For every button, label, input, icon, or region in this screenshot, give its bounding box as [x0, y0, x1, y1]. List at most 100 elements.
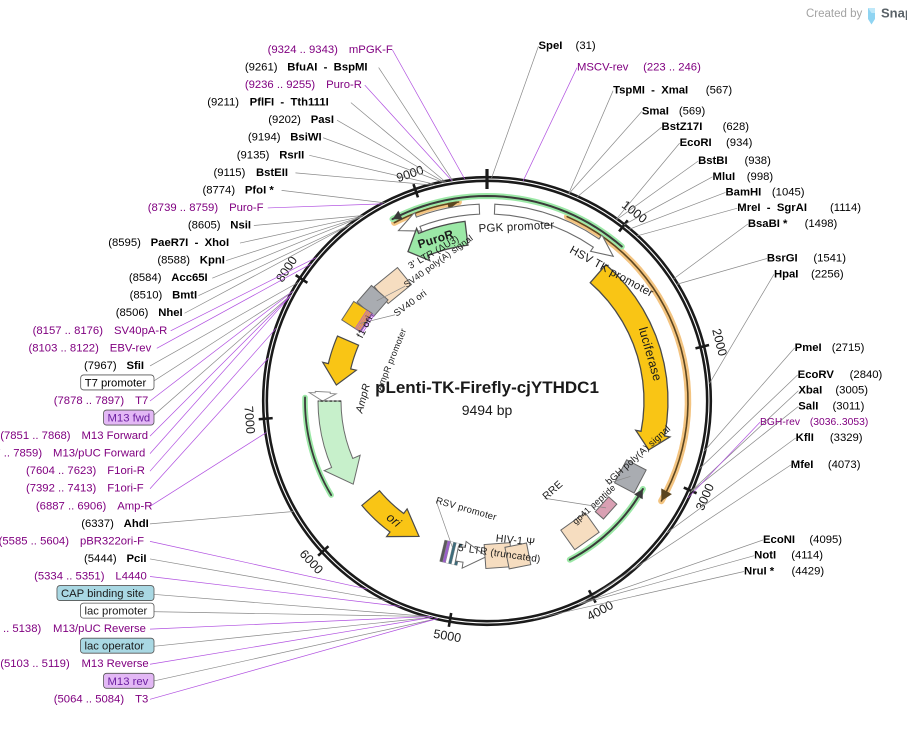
svg-text:Amp-R: Amp-R — [117, 500, 152, 512]
svg-text:Created by: Created by — [806, 8, 863, 20]
svg-text:mPGK-F: mPGK-F — [349, 44, 393, 56]
svg-text:NotI: NotI — [754, 550, 776, 562]
svg-text:(1541): (1541) — [804, 252, 846, 264]
svg-text:NheI: NheI — [158, 307, 182, 319]
svg-text:(8506): (8506) — [116, 307, 155, 319]
svg-text:(8103 .. 8122): (8103 .. 8122) — [28, 342, 105, 354]
svg-text:(7604 .. 7623): (7604 .. 7623) — [26, 465, 103, 477]
svg-text:PaeR7I - XhoI: PaeR7I - XhoI — [151, 237, 229, 249]
svg-text:MfeI: MfeI — [791, 459, 814, 471]
svg-text:PGK promoter: PGK promoter — [478, 220, 554, 236]
svg-text:RSV promoter: RSV promoter — [435, 495, 498, 523]
svg-text:(9202): (9202) — [268, 114, 307, 126]
svg-text:F1ori-F: F1ori-F — [107, 483, 143, 495]
svg-text:BamHI: BamHI — [726, 186, 762, 198]
svg-text:5000: 5000 — [432, 627, 462, 645]
svg-text:9494 bp: 9494 bp — [462, 402, 513, 418]
svg-text:(8774): (8774) — [202, 184, 241, 196]
svg-text:(9115): (9115) — [214, 167, 252, 179]
svg-text:(4429): (4429) — [782, 565, 824, 577]
svg-text:BfuAI - BspMI: BfuAI - BspMI — [287, 62, 367, 74]
svg-text:BGH-rev: BGH-rev — [760, 417, 801, 428]
svg-text:AhdI: AhdI — [124, 518, 149, 530]
svg-text:(934): (934) — [717, 137, 753, 149]
svg-text:M13/pUC Forward: M13/pUC Forward — [53, 448, 145, 460]
svg-text:M13/pUC Reverse: M13/pUC Reverse — [53, 623, 146, 635]
svg-text:(5334 .. 5351): (5334 .. 5351) — [34, 570, 111, 582]
svg-text:T7 promoter: T7 promoter — [85, 377, 147, 389]
svg-text:(7967): (7967) — [84, 360, 123, 372]
svg-text:(628): (628) — [713, 121, 749, 133]
svg-text:(8595): (8595) — [108, 237, 147, 249]
svg-text:(9194): (9194) — [248, 132, 287, 144]
svg-text:M13 Forward: M13 Forward — [82, 430, 149, 442]
svg-text:(5116 .. 5138): (5116 .. 5138) — [0, 623, 48, 635]
svg-text:SnapGene: SnapGene — [881, 6, 907, 21]
svg-text:F1ori-R: F1ori-R — [107, 465, 145, 477]
svg-text:(5103 .. 5119): (5103 .. 5119) — [0, 658, 76, 670]
svg-text:PciI: PciI — [126, 553, 146, 565]
svg-text:(7837 .. 7859): (7837 .. 7859) — [0, 448, 48, 460]
svg-text:(1045): (1045) — [763, 186, 805, 198]
svg-text:(6337): (6337) — [81, 518, 120, 530]
svg-text:AmpR: AmpR — [353, 382, 373, 415]
svg-text:PflFI - Tth111I: PflFI - Tth111I — [250, 97, 329, 109]
svg-text:PasI: PasI — [311, 114, 334, 126]
svg-text:T3: T3 — [135, 693, 148, 705]
svg-text:(223 .. 246): (223 .. 246) — [634, 62, 701, 74]
svg-text:(9261): (9261) — [245, 62, 284, 74]
svg-text:(569): (569) — [669, 105, 705, 117]
svg-text:SV40pA-R: SV40pA-R — [114, 325, 167, 337]
svg-text:(8157 .. 8176): (8157 .. 8176) — [33, 325, 110, 337]
svg-text:(9324 .. 9343): (9324 .. 9343) — [268, 44, 345, 56]
svg-text:MreI - SgrAI: MreI - SgrAI — [737, 202, 807, 214]
svg-text:(7851 .. 7868): (7851 .. 7868) — [0, 430, 77, 442]
svg-text:SfiI: SfiI — [126, 360, 144, 372]
svg-text:TspMI - XmaI: TspMI - XmaI — [613, 85, 688, 97]
svg-text:EcoRV: EcoRV — [798, 369, 835, 381]
svg-text:(4114): (4114) — [782, 550, 823, 562]
svg-text:(998): (998) — [737, 171, 773, 183]
svg-text:(3011): (3011) — [823, 400, 864, 412]
svg-text:(8739 .. 8759): (8739 .. 8759) — [148, 202, 225, 214]
svg-text:(8588): (8588) — [157, 255, 196, 267]
svg-text:(4095): (4095) — [800, 534, 842, 546]
svg-text:XbaI: XbaI — [798, 385, 822, 397]
svg-text:EBV-rev: EBV-rev — [110, 342, 152, 354]
svg-text:SmaI: SmaI — [642, 105, 669, 117]
svg-text:(5444): (5444) — [84, 553, 123, 565]
svg-text:BsaBI *: BsaBI * — [748, 218, 788, 230]
svg-text:(2256): (2256) — [802, 268, 844, 280]
svg-text:(6887 .. 6906): (6887 .. 6906) — [36, 500, 113, 512]
svg-text:MluI: MluI — [713, 171, 736, 183]
svg-text:RsrII: RsrII — [279, 149, 304, 161]
svg-text:KflI: KflI — [796, 432, 814, 444]
svg-text:HpaI: HpaI — [774, 268, 798, 280]
svg-text:BstZ17I: BstZ17I — [662, 121, 703, 133]
svg-text:7000: 7000 — [241, 406, 257, 435]
svg-text:PmeI: PmeI — [795, 342, 822, 354]
svg-text:(5585 .. 5604): (5585 .. 5604) — [0, 535, 75, 547]
svg-text:EcoNI: EcoNI — [763, 534, 795, 546]
svg-text:M13 fwd: M13 fwd — [108, 413, 151, 425]
svg-text:(3329): (3329) — [821, 432, 863, 444]
svg-text:BstBI: BstBI — [698, 155, 728, 167]
svg-text:EcoRI: EcoRI — [680, 137, 712, 149]
svg-text:BsrGI: BsrGI — [767, 252, 798, 264]
svg-text:BmtI: BmtI — [172, 290, 197, 302]
svg-text:(3036..3053): (3036..3053) — [804, 417, 868, 428]
svg-text:SalI: SalI — [798, 400, 818, 412]
svg-text:Puro-R: Puro-R — [326, 79, 362, 91]
svg-text:(1498): (1498) — [795, 218, 837, 230]
svg-text:(2840): (2840) — [840, 369, 882, 381]
svg-text:(938): (938) — [735, 155, 771, 167]
svg-text:(4073): (4073) — [818, 459, 860, 471]
svg-text:(31): (31) — [566, 40, 596, 52]
svg-text:Acc65I: Acc65I — [171, 272, 207, 284]
svg-text:pBR322ori-F: pBR322ori-F — [80, 535, 144, 547]
svg-text:(9135): (9135) — [237, 149, 276, 161]
svg-text:(8584): (8584) — [129, 272, 168, 284]
svg-text:L4440: L4440 — [115, 570, 146, 582]
svg-text:(7878 .. 7897): (7878 .. 7897) — [54, 395, 131, 407]
svg-text:CAP binding site: CAP binding site — [61, 588, 144, 600]
